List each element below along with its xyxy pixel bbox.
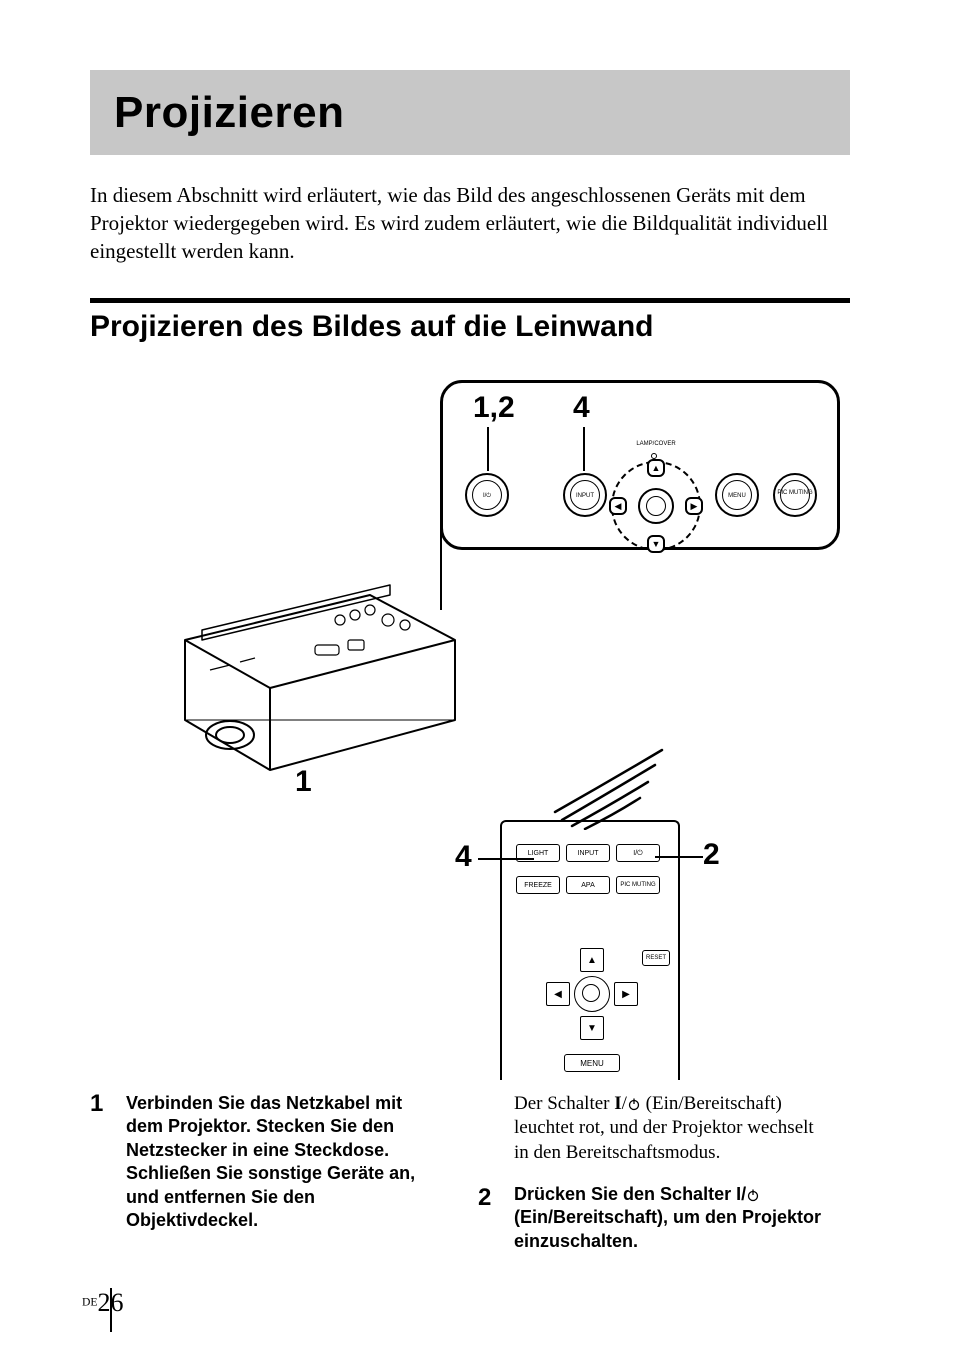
panel-callout-12: 1,2: [473, 391, 515, 425]
menu-button: MENU: [715, 473, 759, 517]
intro-paragraph: In diesem Abschnitt wird erläutert, wie …: [90, 182, 850, 266]
step-1-text: Verbinden Sie das Netzkabel mit dem Proj…: [126, 1092, 440, 1232]
remote-callout-4: 4: [455, 840, 472, 874]
step-1-body: Der Schalter I/ (Ein/Bereitschaft) leuch…: [514, 1092, 828, 1165]
page-footer: DE26: [82, 1288, 124, 1318]
remote-apa-button: APA: [566, 876, 610, 894]
remote-light-button: LIGHT: [516, 844, 560, 862]
section-rule: [90, 298, 850, 303]
instruction-figure: 1,2 4 LAMP/COVER I/⏻ INPUT ▲ ▼ ▶: [90, 360, 850, 1080]
page-prefix: DE: [82, 1295, 98, 1308]
manual-page: Projizieren In diesem Abschnitt wird erl…: [0, 0, 954, 1352]
step-1-column: 1 Verbinden Sie das Netzkabel mit dem Pr…: [90, 1092, 440, 1232]
remote-menu-button: MENU: [564, 1054, 620, 1072]
power-button: I/⏻: [465, 473, 509, 517]
section-title: Projizieren des Bildes auf die Leinwand: [90, 310, 850, 344]
step-right-column: Der Schalter I/ (Ein/Bereitschaft) leuch…: [478, 1092, 828, 1253]
projector-callout-1: 1: [295, 765, 312, 799]
remote-illustration: LIGHT INPUT I/⏻ FREEZE APA PIC MUTING RE…: [500, 820, 680, 1080]
panel-callout-4: 4: [573, 391, 590, 425]
standby-icon: [627, 1094, 641, 1108]
signal-icon: [530, 730, 670, 830]
footer-rule: [110, 1288, 112, 1332]
leader-line: [583, 427, 585, 471]
standby-icon: [746, 1185, 760, 1199]
remote-freeze-button: FREEZE: [516, 876, 560, 894]
remote-callout-2: 2: [703, 838, 720, 872]
remote-picmuting-button: PIC MUTING: [616, 876, 660, 894]
pic-muting-button: PIC MUTING: [773, 473, 817, 517]
step-2-number: 2: [478, 1183, 491, 1214]
page-title: Projizieren: [114, 88, 344, 138]
remote-dpad: ▲ ▼ ◀ ▶: [550, 952, 634, 1036]
remote-input-button: INPUT: [566, 844, 610, 862]
remote-power-button: I/⏻: [616, 844, 660, 862]
control-dpad: ▲ ▼ ▶ ◀: [611, 461, 701, 551]
step-1-number: 1: [90, 1089, 103, 1120]
page-title-bar: Projizieren: [90, 70, 850, 155]
step-2-text: Drücken Sie den Schalter I/ (Ein/Bereits…: [514, 1183, 828, 1253]
remote-reset-button: RESET: [642, 950, 670, 966]
projector-illustration: [140, 570, 480, 790]
input-button: INPUT: [563, 473, 607, 517]
control-panel-inset: 1,2 4 LAMP/COVER I/⏻ INPUT ▲ ▼ ▶: [440, 380, 840, 550]
leader-line: [487, 427, 489, 471]
lamp-cover-label: LAMP/COVER: [631, 441, 681, 447]
